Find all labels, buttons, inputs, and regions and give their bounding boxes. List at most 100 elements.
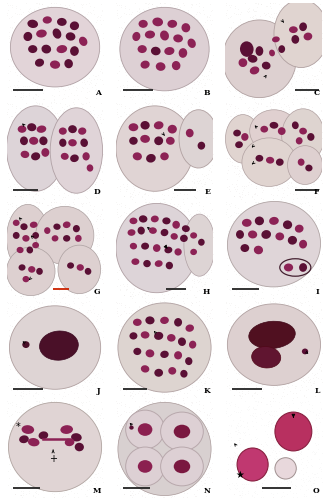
Point xyxy=(119,336,124,344)
Point xyxy=(233,124,239,132)
Point xyxy=(19,64,24,72)
Point xyxy=(236,308,241,316)
Point xyxy=(79,14,85,22)
Point xyxy=(23,0,29,7)
Point xyxy=(73,41,79,49)
Point xyxy=(297,222,303,230)
Point xyxy=(225,474,230,482)
Point xyxy=(124,244,129,252)
Text: I: I xyxy=(316,288,319,296)
Point xyxy=(149,414,154,422)
Point xyxy=(91,408,97,416)
Point xyxy=(5,382,11,390)
Point xyxy=(262,78,267,86)
Point xyxy=(82,256,87,264)
Point xyxy=(73,439,79,447)
Point xyxy=(98,363,103,371)
Point xyxy=(45,201,50,209)
Point xyxy=(298,267,304,275)
Point xyxy=(304,114,310,122)
Point xyxy=(163,477,168,485)
Point xyxy=(74,184,80,192)
Point xyxy=(87,118,92,126)
Point xyxy=(39,199,45,207)
Point xyxy=(195,222,200,230)
Ellipse shape xyxy=(160,350,169,358)
Point xyxy=(169,148,174,156)
Point xyxy=(127,166,132,174)
Ellipse shape xyxy=(36,30,47,38)
Point xyxy=(61,444,66,452)
Text: +: + xyxy=(49,454,57,464)
Point xyxy=(191,178,196,186)
Point xyxy=(142,66,147,74)
Point xyxy=(139,392,145,400)
Point xyxy=(314,74,319,82)
Point xyxy=(70,480,76,488)
Point xyxy=(263,328,268,336)
Point xyxy=(305,24,310,32)
Point xyxy=(240,364,245,372)
Point xyxy=(122,149,127,157)
Point xyxy=(128,491,133,499)
Point xyxy=(156,223,161,231)
Point xyxy=(299,337,305,345)
Point xyxy=(49,320,55,328)
Point xyxy=(78,318,83,326)
Point xyxy=(278,476,283,484)
Point xyxy=(309,270,315,278)
Point xyxy=(133,229,138,237)
Point xyxy=(12,406,17,414)
Point xyxy=(87,46,92,54)
Point xyxy=(287,302,292,310)
Point xyxy=(146,256,151,264)
Point xyxy=(159,221,164,229)
Point xyxy=(185,266,190,274)
Point xyxy=(280,6,285,14)
Point xyxy=(178,168,184,176)
Point xyxy=(315,290,320,298)
Point xyxy=(128,10,133,18)
Point xyxy=(186,212,191,220)
Point xyxy=(13,162,18,170)
Point xyxy=(137,103,142,111)
Point xyxy=(232,352,238,360)
Point xyxy=(278,177,283,185)
Point xyxy=(273,182,279,190)
Point xyxy=(74,254,79,262)
Point xyxy=(238,214,243,222)
Point xyxy=(125,153,130,161)
Point xyxy=(136,274,141,282)
Point xyxy=(227,384,232,392)
Point xyxy=(259,479,265,487)
Point xyxy=(237,434,242,442)
Point xyxy=(191,416,196,424)
Point xyxy=(293,290,299,298)
Point xyxy=(131,336,136,344)
Point xyxy=(231,8,236,16)
Point xyxy=(196,259,201,267)
Point xyxy=(61,6,66,14)
Point xyxy=(64,322,69,330)
Point xyxy=(240,484,246,492)
Point xyxy=(128,412,134,420)
Point xyxy=(186,451,191,459)
Point xyxy=(175,477,181,485)
Point xyxy=(236,104,241,112)
Point xyxy=(59,195,64,203)
Point xyxy=(61,458,66,466)
Point xyxy=(5,106,10,114)
Point xyxy=(129,290,135,298)
Point xyxy=(261,268,266,276)
Point xyxy=(56,112,61,120)
Point xyxy=(266,416,272,424)
Point xyxy=(318,276,323,283)
Point xyxy=(209,276,214,283)
Point xyxy=(251,223,256,231)
Point xyxy=(209,176,214,184)
Ellipse shape xyxy=(21,150,29,158)
Point xyxy=(293,482,298,490)
Point xyxy=(4,0,10,8)
Point xyxy=(79,348,84,356)
Point xyxy=(161,436,166,444)
